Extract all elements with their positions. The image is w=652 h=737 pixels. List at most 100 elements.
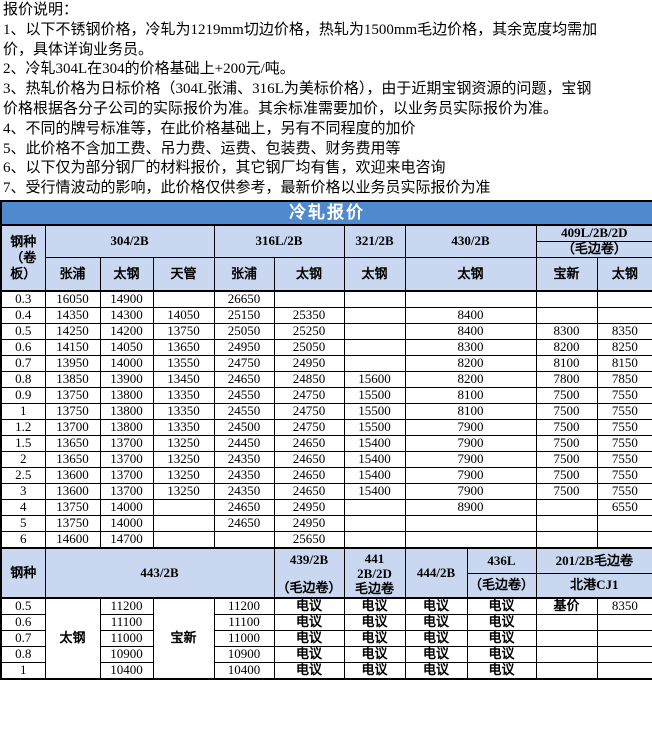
group-441-line3: 毛边卷	[354, 580, 394, 596]
price-cell: 24650	[273, 451, 345, 469]
price-cell: 7550	[596, 451, 652, 469]
price-cell: 14600	[44, 531, 101, 549]
empty-cell	[404, 290, 537, 309]
price-cell: 26650	[213, 290, 275, 309]
price-cell: 13450	[152, 371, 215, 389]
empty-cell	[535, 515, 598, 533]
price-cell: 13700	[99, 467, 154, 485]
price-cell: 13350	[152, 387, 215, 405]
price-cell: 7500	[535, 467, 598, 485]
negotiable-cell: 电议	[466, 597, 537, 616]
group-441-line2: 2B/2D	[357, 565, 392, 581]
price-cell: 24650	[213, 371, 275, 389]
price-cell: 14250	[44, 323, 101, 341]
table-row: 0.5 太钢 11200 宝新 11200 电议 电议 电议 电议 基价 8350	[0, 597, 652, 680]
group-409l-sub: （毛边卷）	[535, 240, 652, 258]
price-cell: 14000	[99, 355, 154, 373]
empty-cell	[535, 499, 598, 517]
price-cell: 24350	[213, 467, 275, 485]
empty-cell	[152, 515, 215, 533]
empty-cell	[596, 662, 652, 680]
negotiable-cell: 电议	[273, 597, 345, 616]
empty-cell	[404, 531, 537, 549]
empty-cell	[535, 290, 598, 309]
price-cell: 8100	[404, 387, 537, 405]
empty-cell	[596, 531, 652, 549]
empty-cell	[535, 531, 598, 549]
table-row: 3 13600 13700 13250 24350 24650 15400 7900 7500 7…	[0, 483, 652, 501]
empty-cell	[273, 290, 345, 309]
group-subheader-row2: （毛边卷） 北港CJ1	[1, 572, 652, 600]
empty-cell	[343, 290, 406, 309]
price-cell: 13600	[44, 467, 101, 485]
group-304-2b: 304/2B	[44, 224, 215, 258]
price-cell: 8400	[404, 323, 537, 341]
table-row: 2.5 13600 13700 13250 24350 24650 15400 7900 750…	[0, 467, 652, 485]
thickness-cell: 0.8	[0, 646, 46, 664]
empty-cell	[535, 614, 598, 632]
table-row: 0.4 14350 14300 14050 25150 25350 8400	[0, 307, 652, 325]
thickness-cell: 0.3	[0, 290, 46, 309]
table-row: 0.5 14250 14200 13750 25050 25250 8400 8300 8350	[0, 323, 652, 341]
note-line: 4、不同的牌号标准等，在此价格基础上，另有不同程度的加价	[3, 120, 416, 137]
negotiable-cell: 电议	[273, 646, 345, 664]
note-line: 7、受行情波动的影响，此价格仅供参考，最新价格以业务员实际报价为准	[3, 180, 491, 197]
price-cell: 8350	[596, 597, 652, 616]
price-cell: 7900	[404, 483, 537, 501]
price-cell: 24500	[213, 419, 275, 437]
table-row: 2 13650 13700 13250 24350 24650 15400 7900 7500 7…	[0, 451, 652, 469]
thickness-cell: 0.4	[0, 307, 46, 325]
price-cell: 13250	[152, 467, 215, 485]
price-cell: 11000	[99, 630, 154, 648]
empty-cell	[343, 531, 406, 549]
empty-cell	[343, 499, 406, 517]
table-row: 4 13750 14000 24650 24950 8900 6550	[0, 499, 652, 517]
price-cell: 7500	[535, 483, 598, 501]
price-cell: 13800	[99, 387, 154, 405]
price-cell: 13800	[99, 403, 154, 421]
group-443-2b: 443/2B	[44, 547, 275, 600]
table-row: 6 14600 14700 25650	[0, 531, 652, 549]
table-row: 0.7 13950 14000 13550 24750 24950 8200 8100 8150	[0, 355, 652, 373]
price-cell: 13650	[44, 451, 101, 469]
price-cell: 13250	[152, 451, 215, 469]
price-cell: 7500	[535, 419, 598, 437]
price-cell: 13950	[44, 355, 101, 373]
table-row: 0.8 10900 10900 电议 电议 电议 电议	[0, 646, 652, 664]
note-line: 2、冷轧304L在304的价格基础上+200元/吨。	[3, 61, 295, 78]
price-cell: 13700	[99, 435, 154, 453]
thickness-cell: 0.6	[0, 339, 46, 357]
factory-col-header: 太钢	[343, 256, 406, 293]
price-cell: 13750	[44, 499, 101, 517]
negotiable-cell: 电议	[343, 630, 406, 648]
group-header-row2: 钢种 443/2B 439/2B （毛边卷） 441 2B/2D 毛边卷 444…	[0, 547, 652, 600]
thickness-cell: 0.8	[0, 371, 46, 389]
table-row: 1.5 13650 13700 13250 24450 24650 15400 7900 750…	[0, 435, 652, 453]
price-cell: 6550	[596, 499, 652, 517]
empty-cell	[596, 646, 652, 664]
factory-col-header: 太钢	[99, 256, 154, 293]
price-cell: 13650	[44, 435, 101, 453]
thickness-cell: 0.6	[0, 614, 46, 632]
thickness-cell: 1	[0, 662, 46, 680]
price-cell: 15400	[343, 435, 406, 453]
price-cell: 7550	[596, 467, 652, 485]
note-line: 价格根据各分子公司的实际报价为准。其余标准需要加价，以业务员实际报价为准。	[3, 100, 559, 117]
group-header-row: 钢种（卷板） 304/2B 316L/2B 321/2B 430/2B 409L…	[0, 224, 652, 293]
price-cell: 13250	[152, 435, 215, 453]
group-439-sub: （毛边卷）	[276, 580, 342, 596]
table-row: 0.8 13850 13900 13450 24650 24850 15600 8200 780…	[0, 371, 652, 389]
price-cell: 13700	[99, 483, 154, 501]
group-436l-sub: （毛边卷）	[466, 572, 537, 600]
price-cell: 15400	[343, 483, 406, 501]
price-cell: 24950	[273, 355, 345, 373]
factory-col-header: 太钢	[273, 256, 345, 293]
empty-cell	[535, 307, 598, 325]
price-cell: 7550	[596, 403, 652, 421]
price-cell: 11100	[99, 614, 154, 632]
negotiable-cell: 电议	[404, 662, 468, 680]
group-439-2b: 439/2B （毛边卷）	[273, 547, 345, 600]
thickness-cell: 1	[0, 403, 46, 421]
price-cell: 11200	[99, 597, 154, 616]
factory-col-header: 太钢	[596, 256, 652, 293]
